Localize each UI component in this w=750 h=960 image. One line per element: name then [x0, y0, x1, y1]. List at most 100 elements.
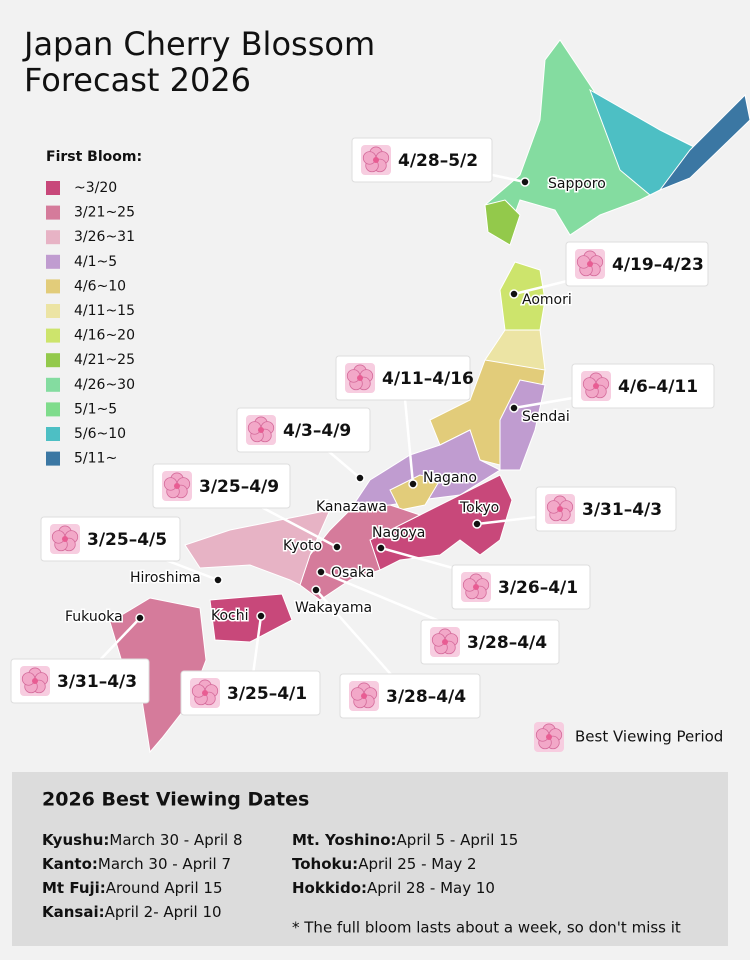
blossom-icon: [534, 722, 564, 752]
callout-period: 3/28–4/4: [386, 687, 466, 707]
legend-label: 4/11~15: [74, 303, 135, 319]
date-range: Around April 15: [106, 879, 223, 897]
icon-center: [593, 383, 599, 389]
city-label: Fukuoka: [65, 609, 123, 625]
dates-row: Kyushu:March 30 - April 8: [42, 831, 243, 849]
date-range: April 28 - May 10: [367, 879, 495, 897]
city-dot: [509, 403, 519, 413]
city-label: Kochi: [211, 608, 249, 624]
city-label: Kyoto: [283, 538, 322, 554]
callout-period: 3/25–4/9: [199, 477, 279, 497]
date-range: March 30 - April 8: [109, 831, 242, 849]
city-label: Wakayama: [295, 600, 372, 616]
blossom-icon: [20, 666, 50, 696]
blossom-icon: [575, 249, 605, 279]
icon-center: [546, 734, 552, 740]
region: Kanto:: [42, 855, 98, 873]
legend-label: 5/11~: [74, 451, 117, 467]
legend-swatch: [46, 328, 60, 343]
region: Kansai:: [42, 903, 105, 921]
icon-center: [361, 693, 367, 699]
callout-period: 3/26–4/1: [498, 578, 578, 598]
city-dot: [213, 575, 223, 585]
callout-period: 4/28–5/2: [398, 151, 478, 171]
hokkaido-south: [484, 199, 521, 246]
icon-center: [473, 584, 479, 590]
region: Tohoku:: [292, 855, 358, 873]
legend-label: 4/1~5: [74, 254, 117, 270]
region: Kyushu:: [42, 831, 109, 849]
region: Hokkido:: [292, 879, 367, 897]
dates-panel: [12, 772, 728, 946]
callout-period: 3/28–4/4: [467, 633, 547, 653]
legend-swatch: [46, 427, 60, 441]
dates-row: Tohoku:April 25 - May 2: [292, 855, 477, 873]
dates-note: * The full bloom lasts about a week, so …: [292, 919, 681, 937]
legend-swatch: [46, 181, 60, 195]
callout-period: 3/25–4/5: [87, 530, 167, 550]
legend-swatch: [46, 205, 60, 220]
legend-swatch: [46, 279, 60, 294]
city-label: Tokyo: [459, 500, 499, 516]
legend-swatch: [46, 402, 60, 417]
callout-period: 3/25–4/1: [227, 684, 307, 704]
blossom-icon: [430, 627, 460, 657]
icon-center: [32, 678, 38, 684]
legend-swatch: [46, 353, 60, 368]
legend-label: 5/6~10: [74, 426, 126, 442]
blossom-icon: [461, 572, 491, 602]
city-label: Kanazawa: [316, 499, 387, 515]
legend-label: 5/1~5: [74, 401, 117, 417]
icon-center: [202, 690, 208, 696]
tohoku-east: [499, 379, 546, 471]
key-label: Best Viewing Period: [575, 728, 723, 746]
title: Japan Cherry Blossom: [22, 25, 375, 63]
city-dot: [256, 611, 266, 621]
callout-period: 4/19–4/23: [612, 255, 704, 275]
callout-period: 3/31–4/3: [582, 500, 662, 520]
icon-center: [258, 427, 264, 433]
legend-title: First Bloom:: [46, 149, 142, 165]
callout-period: 4/3–4/9: [283, 421, 351, 441]
hokkaido-far-east: [658, 93, 750, 192]
region: Mt Fuji:: [42, 879, 106, 897]
icon-center: [357, 375, 363, 381]
blossom-icon: [581, 371, 611, 401]
region: Mt. Yoshino:: [292, 831, 397, 849]
date-range: April 5 - April 15: [397, 831, 519, 849]
chugoku: [184, 509, 331, 586]
legend-swatch: [46, 451, 60, 466]
blossom-icon: [190, 678, 220, 708]
blossom-icon: [345, 363, 375, 393]
city-dot: [316, 567, 326, 577]
city-label: Hiroshima: [130, 570, 201, 586]
icon-center: [373, 157, 379, 163]
dates-row: Mt. Yoshino:April 5 - April 15: [292, 831, 518, 849]
legend-swatch: [46, 230, 60, 245]
city-dot: [509, 289, 519, 299]
legend-swatch: [46, 377, 60, 392]
shikoku: [209, 593, 293, 643]
dates-row: Kanto:March 30 - April 7: [42, 855, 231, 873]
blossom-icon: [349, 681, 379, 711]
icon-center: [557, 506, 563, 512]
legend-label: 4/6~10: [74, 278, 126, 294]
callout-period: 4/11–4/16: [382, 369, 474, 389]
city-label: Sendai: [522, 409, 570, 425]
title: Forecast 2026: [24, 61, 251, 99]
legend-swatch: [46, 254, 60, 269]
blossom-icon: [361, 145, 391, 175]
hokkaido-east: [589, 88, 750, 196]
icon-center: [442, 639, 448, 645]
icon-center: [174, 483, 180, 489]
legend-label: 4/26~30: [74, 377, 135, 393]
city-label: Aomori: [522, 292, 572, 308]
legend-label: 3/26~31: [74, 229, 135, 245]
callout-period: 3/31–4/3: [57, 672, 137, 692]
city-label: Nagoya: [372, 525, 425, 541]
city-dot: [332, 542, 342, 552]
map: [109, 39, 750, 754]
blossom-icon: [246, 415, 276, 445]
dates-row: Mt Fuji:Around April 15: [42, 879, 223, 897]
